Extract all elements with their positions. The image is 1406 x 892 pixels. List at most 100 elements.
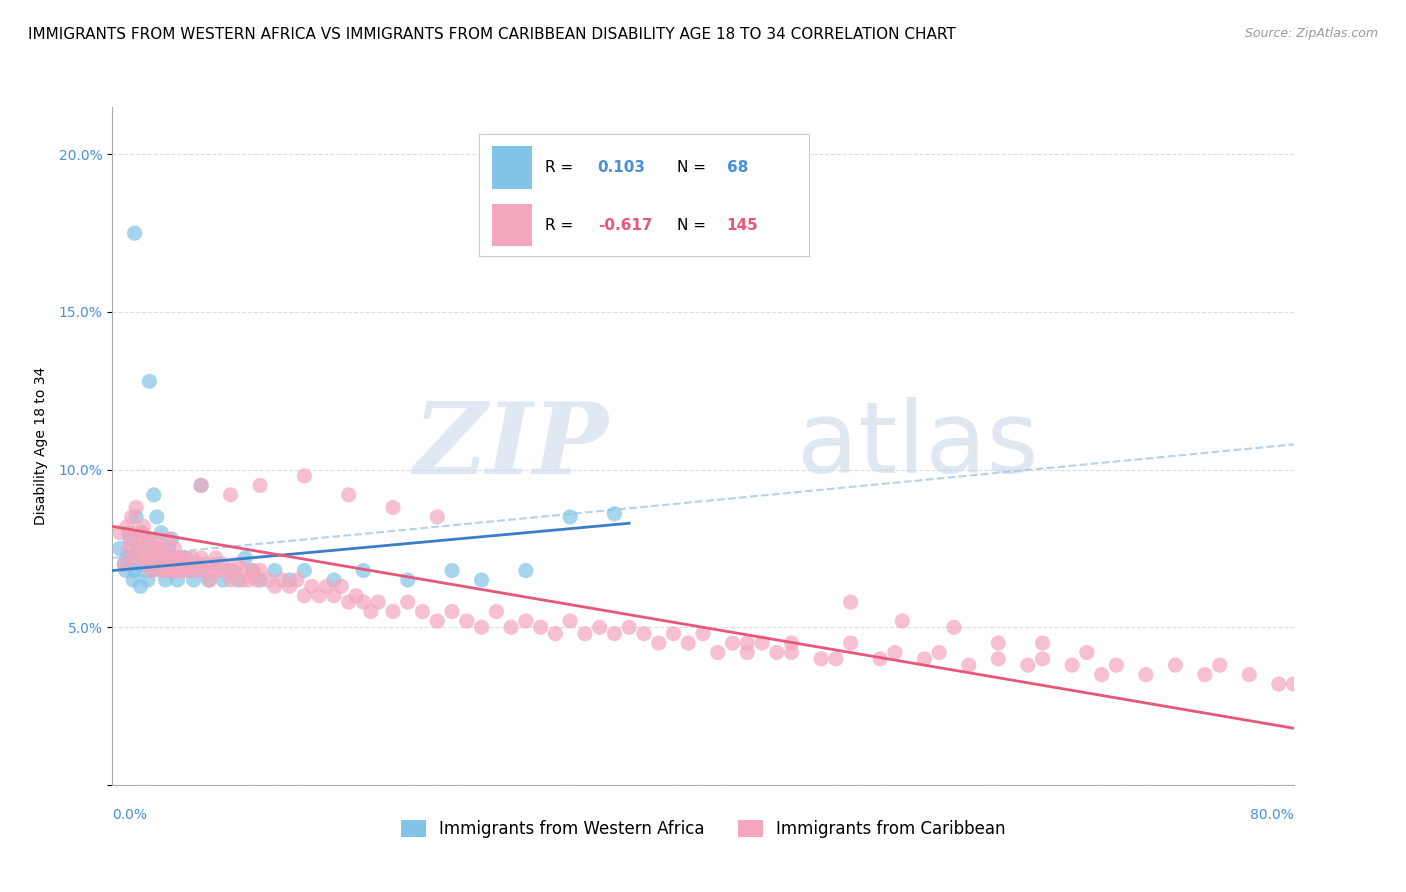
- Point: [129, 579, 152, 593]
- Point: [179, 564, 201, 578]
- Point: [249, 478, 271, 492]
- Point: [222, 564, 245, 578]
- Point: [662, 626, 685, 640]
- Point: [574, 626, 596, 640]
- Point: [134, 541, 156, 556]
- Point: [153, 550, 176, 565]
- Point: [183, 573, 205, 587]
- Point: [456, 614, 478, 628]
- Point: [1091, 667, 1114, 681]
- Point: [190, 478, 212, 492]
- Point: [323, 589, 346, 603]
- Point: [159, 558, 181, 572]
- Point: [226, 573, 249, 587]
- Point: [1062, 658, 1084, 673]
- Point: [515, 564, 537, 578]
- Point: [1208, 658, 1232, 673]
- Point: [134, 541, 156, 556]
- Point: [1076, 646, 1098, 660]
- Point: [117, 550, 138, 565]
- Point: [127, 541, 149, 556]
- Point: [187, 558, 209, 572]
- Point: [337, 488, 360, 502]
- Point: [1164, 658, 1187, 673]
- Point: [766, 646, 789, 660]
- Point: [233, 564, 256, 578]
- Point: [810, 652, 832, 666]
- Y-axis label: Disability Age 18 to 34: Disability Age 18 to 34: [34, 367, 48, 525]
- Point: [118, 541, 141, 556]
- Point: [122, 573, 145, 587]
- Point: [124, 525, 146, 540]
- Point: [884, 646, 907, 660]
- Point: [1032, 636, 1054, 650]
- Point: [264, 579, 287, 593]
- Point: [169, 564, 191, 578]
- Point: [301, 579, 323, 593]
- Point: [112, 558, 135, 572]
- Point: [131, 525, 153, 540]
- Point: [138, 375, 160, 389]
- Point: [136, 573, 159, 587]
- Point: [127, 558, 149, 572]
- Point: [441, 564, 464, 578]
- Point: [441, 605, 464, 619]
- Point: [201, 564, 224, 578]
- Point: [647, 636, 671, 650]
- Point: [737, 636, 759, 650]
- Point: [124, 226, 146, 240]
- Point: [148, 550, 170, 565]
- Point: [330, 579, 353, 593]
- Point: [195, 558, 218, 572]
- Point: [163, 541, 186, 556]
- Point: [155, 573, 177, 587]
- Point: [149, 564, 172, 578]
- Point: [173, 564, 195, 578]
- Point: [138, 532, 160, 546]
- Point: [219, 573, 242, 587]
- Point: [166, 564, 188, 578]
- Point: [150, 541, 173, 556]
- Point: [112, 558, 135, 572]
- Point: [149, 558, 172, 572]
- Point: [987, 636, 1010, 650]
- Point: [737, 646, 759, 660]
- Point: [125, 510, 148, 524]
- Point: [156, 564, 179, 578]
- Point: [264, 564, 287, 578]
- Point: [156, 550, 179, 565]
- Point: [146, 510, 169, 524]
- Point: [337, 595, 360, 609]
- Point: [544, 626, 567, 640]
- Point: [108, 525, 131, 540]
- Point: [187, 558, 209, 572]
- Point: [558, 510, 582, 524]
- Point: [120, 532, 142, 546]
- Point: [706, 646, 728, 660]
- Point: [678, 636, 700, 650]
- Point: [292, 469, 315, 483]
- Point: [344, 589, 367, 603]
- Point: [205, 558, 228, 572]
- Point: [190, 550, 212, 565]
- Point: [987, 652, 1010, 666]
- Point: [501, 620, 523, 634]
- Point: [117, 519, 138, 533]
- Point: [114, 564, 136, 578]
- Point: [558, 614, 582, 628]
- Point: [159, 564, 181, 578]
- Point: [128, 541, 150, 556]
- Point: [914, 652, 936, 666]
- Legend: Immigrants from Western Africa, Immigrants from Caribbean: Immigrants from Western Africa, Immigran…: [394, 813, 1012, 845]
- Point: [179, 564, 201, 578]
- Point: [162, 564, 184, 578]
- Point: [184, 564, 207, 578]
- Text: Source: ZipAtlas.com: Source: ZipAtlas.com: [1244, 27, 1378, 40]
- Point: [278, 579, 301, 593]
- Point: [396, 595, 419, 609]
- Point: [242, 564, 264, 578]
- Point: [308, 589, 330, 603]
- Point: [174, 550, 197, 565]
- Point: [135, 558, 157, 572]
- Point: [928, 646, 950, 660]
